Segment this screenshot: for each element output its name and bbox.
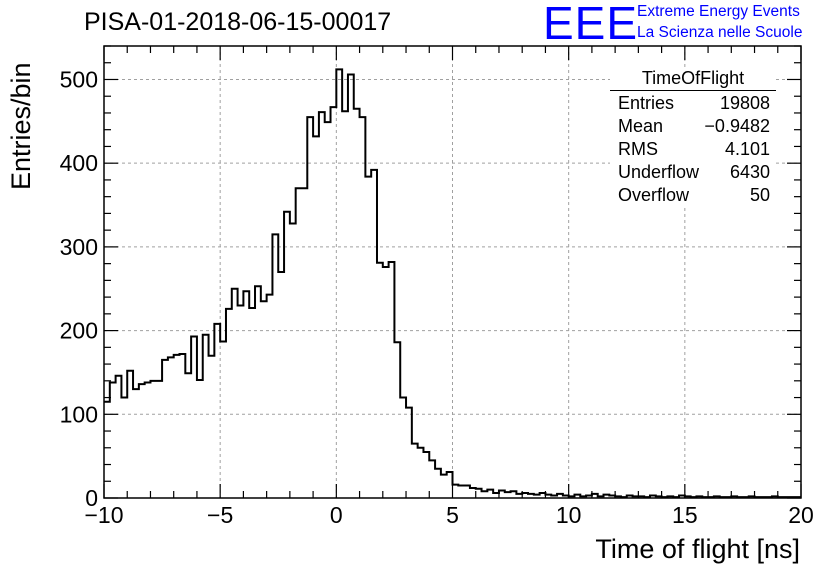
x-tick-label: 5 bbox=[446, 502, 459, 528]
x-tick-label: −10 bbox=[84, 502, 123, 528]
stats-title: TimeOfFlight bbox=[641, 68, 745, 88]
y-tick-label: 500 bbox=[60, 66, 98, 92]
x-tick-label: 15 bbox=[672, 502, 698, 528]
logo-caption-line1: Extreme Energy Events bbox=[637, 3, 800, 20]
logo-caption-line2: La Scienza nelle Scuole bbox=[637, 24, 803, 41]
x-tick-label: −5 bbox=[207, 502, 233, 528]
y-tick-label: 300 bbox=[60, 234, 98, 260]
stat-key: Entries bbox=[618, 93, 675, 113]
stats-box: TimeOfFlight Entries 19808 Mean −0.9482 … bbox=[610, 68, 776, 208]
stat-key: RMS bbox=[618, 139, 658, 159]
stat-key: Underflow bbox=[618, 162, 700, 182]
stat-row-entries: Entries 19808 bbox=[618, 93, 770, 116]
x-tick-label: 20 bbox=[788, 502, 814, 528]
y-tick-label: 0 bbox=[85, 485, 98, 511]
stat-value: 50 bbox=[749, 185, 770, 205]
y-axis-label: Entries/bin bbox=[6, 62, 36, 190]
stat-value: 6430 bbox=[729, 162, 770, 182]
stat-value: 19808 bbox=[719, 93, 770, 113]
histogram-outline bbox=[104, 68, 801, 499]
stat-row-mean: Mean −0.9482 bbox=[618, 116, 770, 139]
run-title: PISA-01-2018-06-15-00017 bbox=[84, 8, 392, 36]
x-tick-label: 10 bbox=[556, 502, 582, 528]
y-tick-label: 200 bbox=[60, 318, 98, 344]
stat-key: Mean bbox=[618, 116, 664, 136]
stat-value: −0.9482 bbox=[704, 116, 770, 136]
stat-key: Overflow bbox=[618, 185, 690, 205]
x-tick-label: 0 bbox=[330, 502, 343, 528]
y-tick-label: 400 bbox=[60, 150, 98, 176]
stat-row-underflow: Underflow 6430 bbox=[618, 162, 770, 185]
stat-row-rms: RMS 4.101 bbox=[618, 139, 770, 162]
x-axis-label: Time of flight [ns] bbox=[595, 534, 800, 564]
eee-logo: EEE bbox=[543, 0, 639, 49]
stat-row-overflow: Overflow 50 bbox=[618, 185, 770, 208]
y-tick-label: 100 bbox=[60, 401, 98, 427]
stats-separator bbox=[610, 90, 776, 91]
stat-value: 4.101 bbox=[724, 139, 770, 159]
